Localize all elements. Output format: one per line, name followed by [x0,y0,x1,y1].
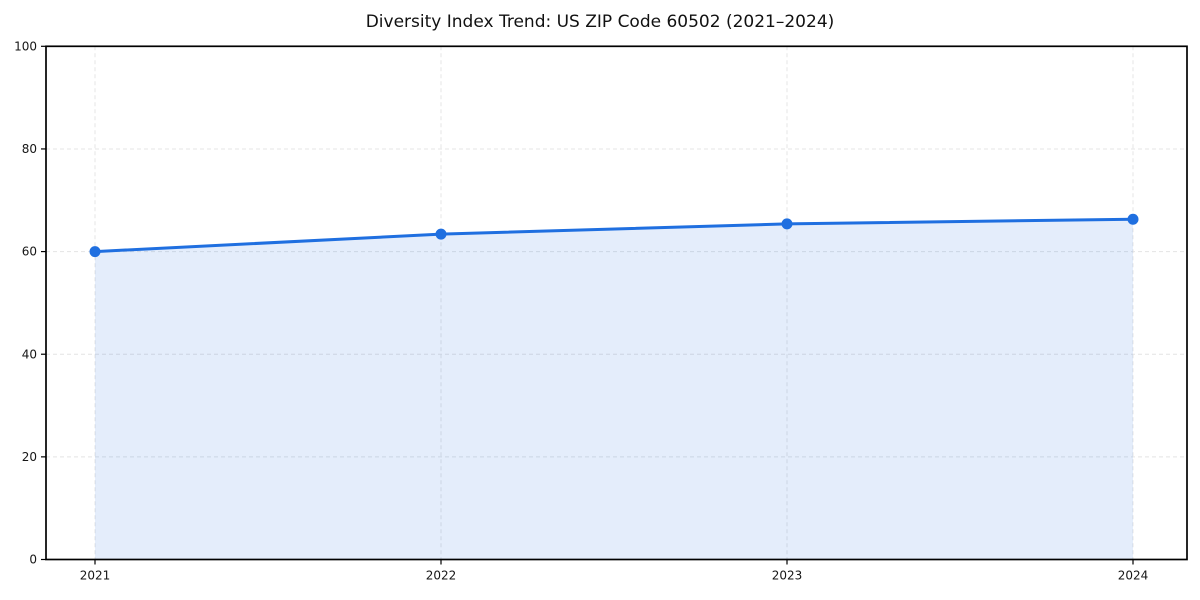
data-point-marker [435,228,447,240]
area-fill [95,219,1133,560]
x-tick-label: 2021 [80,569,111,583]
y-tick-label: 80 [22,142,37,156]
trend-line [93,217,1135,254]
y-tick-label: 60 [22,245,37,259]
y-tick-label: 100 [14,39,37,53]
y-tick-label: 40 [22,347,37,361]
data-point-marker [89,246,101,258]
x-tick-label: 2023 [772,569,803,583]
x-tick-label: 2024 [1118,569,1149,583]
chart-title: Diversity Index Trend: US ZIP Code 60502… [365,12,835,32]
y-tick-label: 0 [29,553,37,567]
x-tick-label: 2022 [426,569,457,583]
y-tick-label: 20 [22,450,37,464]
plot-border [45,45,1188,561]
data-point-marker [1127,213,1139,225]
data-point-marker [781,218,793,230]
